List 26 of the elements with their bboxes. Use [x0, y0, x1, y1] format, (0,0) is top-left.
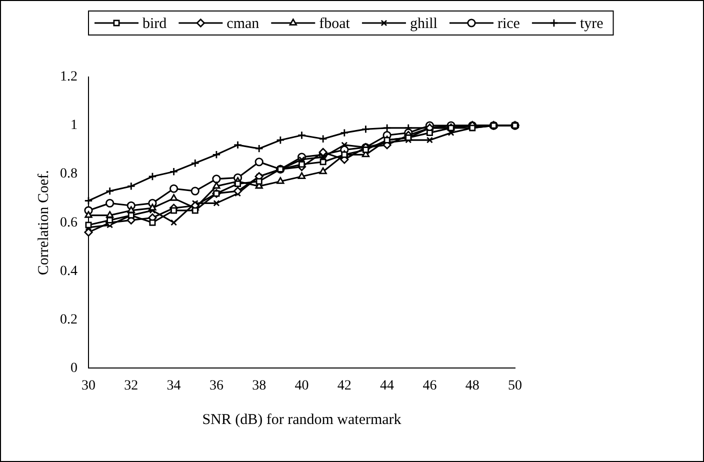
x-tick-label: 44	[380, 378, 394, 394]
x-tick-label: 42	[337, 378, 352, 394]
y-tick-label: 0.8	[60, 166, 78, 182]
x-tick-label: 36	[209, 378, 224, 394]
y-tick-label: 0.6	[60, 215, 78, 230]
x-tick-label: 30	[82, 378, 96, 394]
x-tick-label: 40	[294, 378, 309, 394]
y-tick-label: 0.4	[60, 264, 78, 279]
legend-label: ghill	[410, 16, 438, 32]
x-axis-title: SNR (dB) for random watermark	[202, 412, 402, 428]
y-tick-label: 0.2	[60, 312, 78, 328]
x-tick-label: 46	[422, 378, 437, 394]
y-tick-label: 1.2	[60, 70, 78, 85]
y-tick-label: 0	[70, 360, 78, 376]
x-tick-label: 32	[124, 378, 138, 394]
y-axis-title: Correlation Coef.	[36, 170, 52, 276]
x-tick-label: 50	[508, 378, 522, 394]
legend-label: rice	[497, 16, 520, 32]
x-tick-label: 34	[166, 378, 181, 394]
y-tick-label: 1	[70, 118, 78, 134]
x-tick-label: 38	[252, 378, 266, 394]
legend-label: tyre	[580, 16, 604, 32]
legend-label: fboat	[319, 16, 351, 32]
legend-label: bird	[142, 16, 168, 32]
legend-label: cman	[226, 16, 260, 32]
x-tick-label: 48	[465, 378, 480, 394]
